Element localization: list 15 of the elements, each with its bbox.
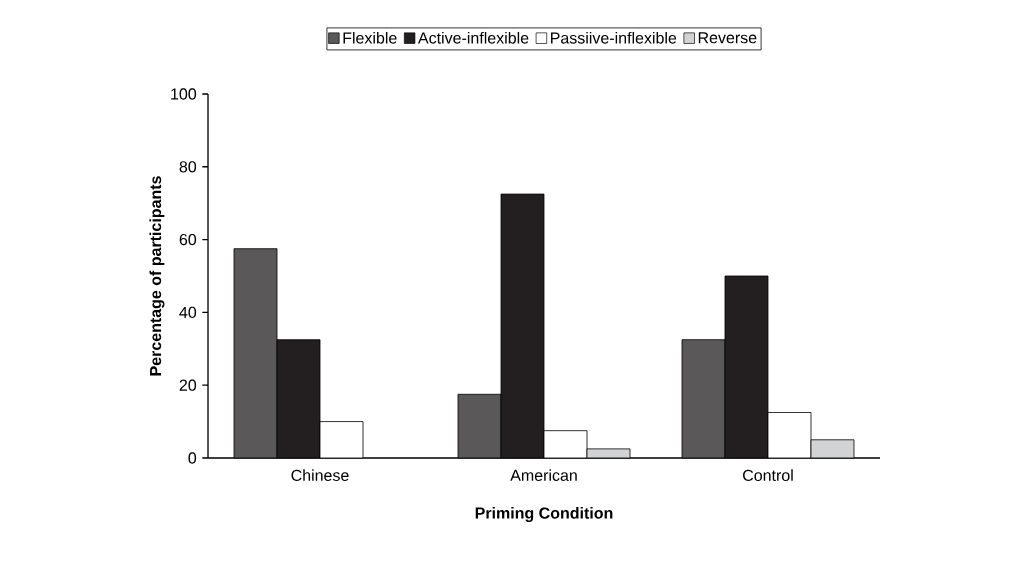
legend-label: Active-inflexible [417,31,529,44]
y-tick-label: 60 [179,233,197,246]
x-tick-label: American [510,469,577,482]
legend-label: Reverse [698,32,757,44]
y-tick-label: 80 [179,161,197,173]
y-tick-label: 20 [179,379,197,391]
y-tick-label: 0 [188,452,197,464]
y-tick-label: 100 [171,88,197,100]
legend-label: Passiive-inflexible [551,31,677,44]
legend-label: Flexible [343,31,397,44]
y-axis-title: Percentage of participants [149,176,165,376]
x-tick-label: Chinese [291,469,349,482]
x-axis-title: Priming Condition [475,506,613,522]
x-tick-label: Control [743,469,793,482]
y-tick-label: 40 [179,306,197,319]
